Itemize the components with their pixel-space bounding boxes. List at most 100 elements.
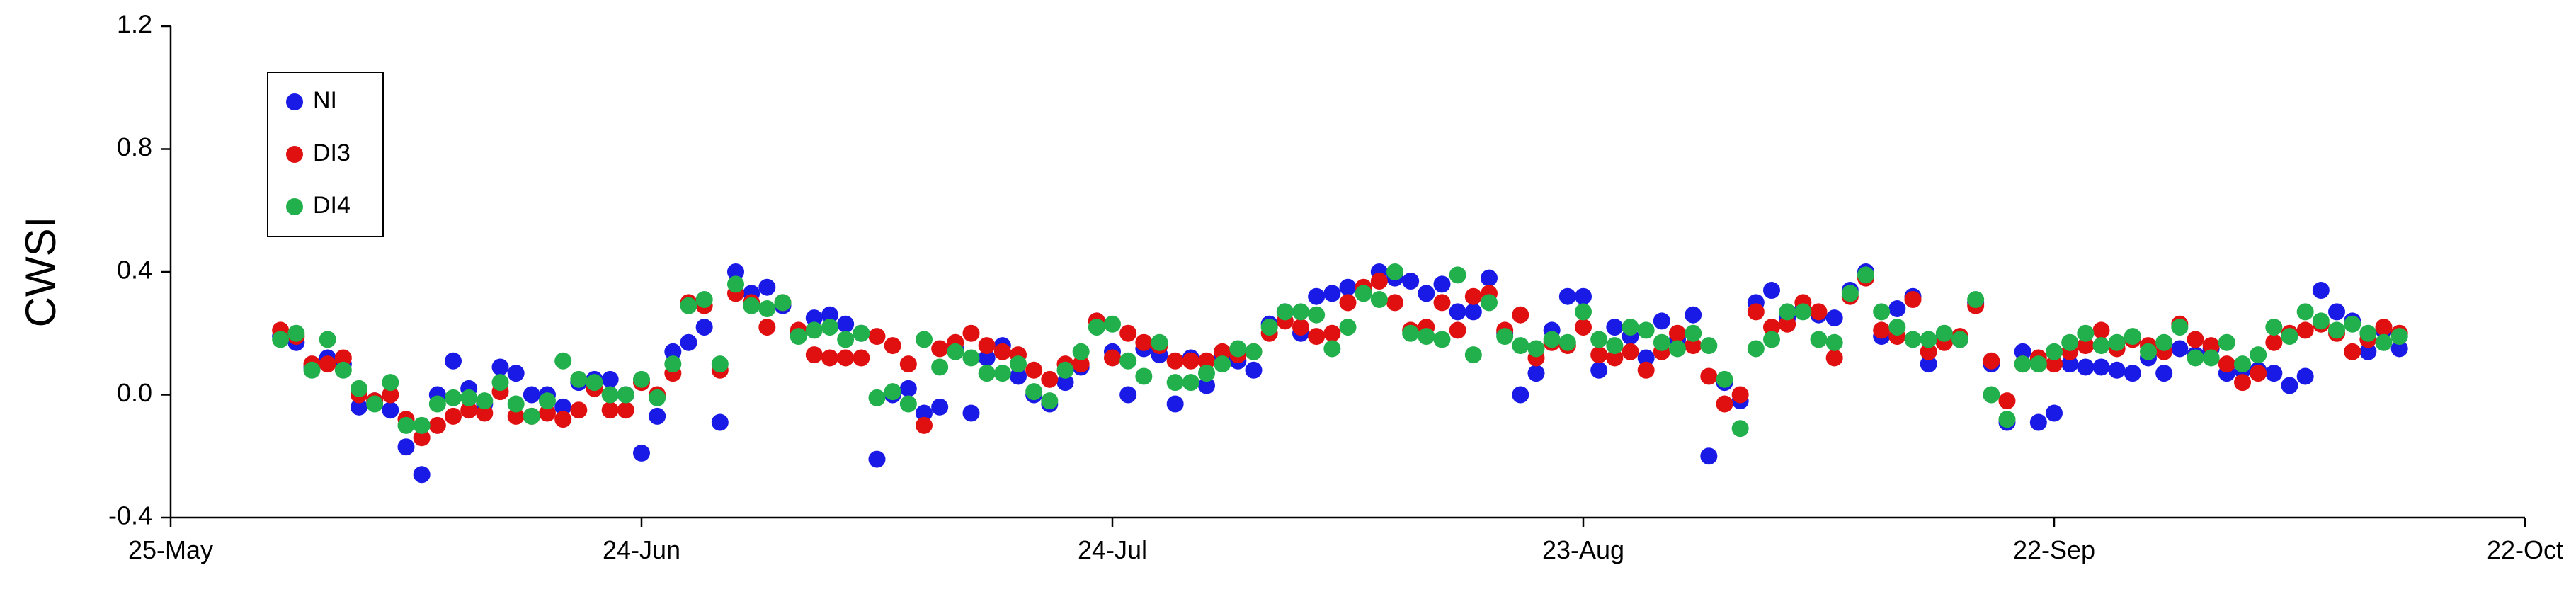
point — [1464, 303, 1482, 321]
point — [1763, 331, 1780, 348]
point — [868, 328, 886, 346]
point — [586, 374, 603, 392]
point — [680, 297, 697, 314]
point — [2234, 355, 2251, 373]
point — [2250, 365, 2267, 382]
point — [931, 340, 949, 358]
point — [570, 370, 588, 388]
point — [1260, 319, 1278, 336]
point — [2061, 355, 2079, 373]
point — [931, 358, 949, 376]
legend: NI DI3 DI4 — [267, 72, 384, 237]
point — [727, 275, 744, 293]
point — [868, 389, 886, 406]
point — [1166, 395, 1184, 413]
point — [2077, 324, 2095, 342]
point — [2092, 321, 2110, 339]
point — [445, 389, 462, 406]
point — [445, 407, 462, 425]
point — [821, 306, 838, 324]
y-tick-label: 0.0 — [117, 378, 152, 407]
point — [2390, 340, 2408, 358]
point — [1700, 337, 1718, 355]
point — [2061, 333, 2079, 351]
point — [2359, 324, 2377, 342]
point — [1198, 377, 1215, 394]
point — [962, 324, 980, 342]
point — [1873, 303, 1891, 321]
point — [2092, 358, 2110, 376]
point — [1464, 287, 1482, 305]
point — [2092, 337, 2110, 355]
point — [1983, 352, 2000, 370]
point — [351, 398, 367, 416]
point — [821, 319, 838, 336]
point — [1575, 303, 1592, 321]
point — [539, 392, 556, 410]
point — [1370, 291, 1388, 309]
point — [2250, 346, 2267, 364]
point — [1198, 352, 1215, 370]
point — [1700, 447, 1718, 465]
x-tick-label: 23-Aug — [1542, 535, 1624, 564]
point — [978, 365, 996, 382]
point — [1182, 374, 1199, 392]
point — [1182, 352, 1199, 370]
legend-marker — [286, 146, 303, 163]
point — [319, 355, 336, 373]
series — [272, 263, 2408, 484]
point — [1904, 291, 1922, 309]
point — [1685, 324, 1702, 342]
point — [931, 398, 949, 416]
point — [382, 401, 399, 419]
point — [1825, 309, 1843, 327]
point — [1104, 315, 1121, 333]
point — [523, 407, 540, 425]
point — [445, 352, 462, 370]
x-tick-label: 22-Oct — [2487, 535, 2563, 564]
point — [743, 297, 760, 314]
point — [1355, 285, 1372, 302]
point — [2344, 343, 2361, 360]
point — [1575, 287, 1592, 305]
point — [1449, 321, 1466, 339]
point — [413, 429, 431, 447]
point — [2281, 377, 2298, 394]
point — [1104, 349, 1121, 367]
point — [1292, 303, 1309, 321]
point — [695, 319, 713, 336]
point — [680, 333, 697, 351]
point — [2171, 340, 2189, 358]
point — [1590, 331, 1608, 348]
point — [428, 395, 446, 413]
point — [2108, 333, 2126, 351]
point — [1214, 343, 1231, 360]
point — [1731, 386, 1749, 404]
point — [2281, 328, 2298, 346]
point — [1888, 319, 1906, 336]
point — [2124, 328, 2141, 346]
point — [1747, 303, 1765, 321]
point — [460, 401, 478, 419]
point — [601, 370, 619, 388]
point — [413, 466, 431, 484]
point — [1716, 370, 1733, 388]
point — [2077, 358, 2095, 376]
point — [2124, 365, 2141, 382]
point — [382, 386, 399, 404]
point — [1010, 355, 1027, 373]
point — [758, 300, 776, 318]
point — [1512, 386, 1529, 404]
point — [727, 263, 744, 280]
point — [978, 349, 996, 367]
point — [2296, 303, 2314, 321]
point — [2265, 333, 2283, 351]
point — [916, 416, 933, 434]
point — [1072, 343, 1090, 360]
point — [2155, 365, 2173, 382]
point — [1308, 328, 1326, 346]
point — [397, 416, 415, 434]
point — [1481, 269, 1498, 287]
point — [1825, 349, 1843, 367]
